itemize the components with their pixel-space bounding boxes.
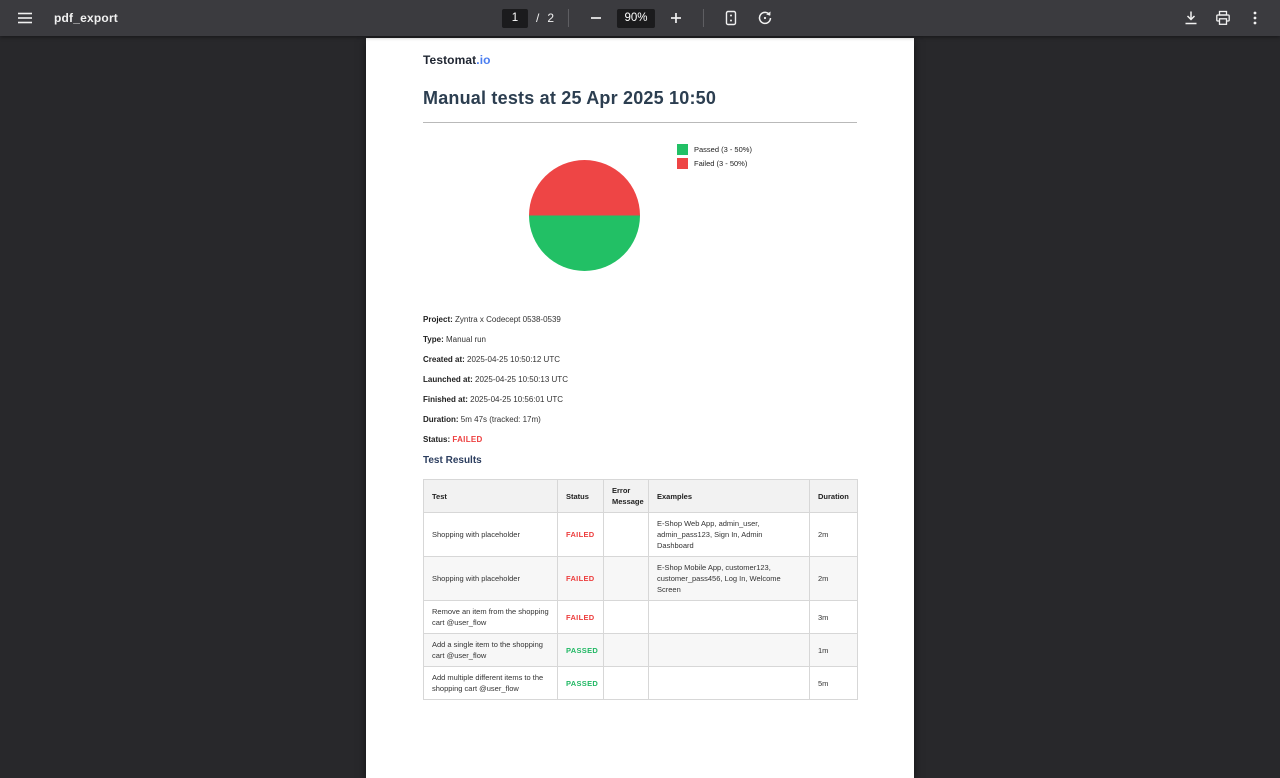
duration-cell: 2m [810, 557, 858, 601]
meta-created: Created at: 2025-04-25 10:50:12 UTC [423, 355, 857, 364]
table-header-row: Test Status Error Message Examples Durat… [424, 480, 858, 513]
col-header-test: Test [424, 480, 558, 513]
status-cell: FAILED [558, 513, 604, 557]
page-separator: / [536, 11, 539, 25]
more-options-icon[interactable] [1242, 5, 1268, 31]
testomat-logo: Testomat.io [423, 53, 857, 67]
meta-project: Project: Zyntra x Codecept 0538-0539 [423, 315, 857, 324]
pdf-viewer-area[interactable]: Testomat.io Manual tests at 25 Apr 2025 … [0, 36, 1280, 720]
legend-item-failed: Failed (3 - 50%) [677, 158, 752, 169]
print-icon[interactable] [1210, 5, 1236, 31]
results-chart-block: Passed (3 - 50%) Failed (3 - 50%) [423, 123, 857, 271]
examples-cell: E-Shop Mobile App, customer123, customer… [649, 557, 810, 601]
meta-finished: Finished at: 2025-04-25 10:56:01 UTC [423, 395, 857, 404]
toolbar-divider [568, 9, 569, 27]
page-total: 2 [547, 11, 554, 25]
examples-cell [649, 634, 810, 667]
pdf-page: Testomat.io Manual tests at 25 Apr 2025 … [366, 38, 914, 778]
legend-item-passed: Passed (3 - 50%) [677, 144, 752, 155]
duration-cell: 3m [810, 601, 858, 634]
error-cell [604, 557, 649, 601]
logo-text: Testomat [423, 53, 476, 67]
test-cell: Add multiple different items to the shop… [424, 667, 558, 700]
page-number-input[interactable] [502, 9, 528, 28]
col-header-error-message: Error Message [604, 480, 649, 513]
download-icon[interactable] [1178, 5, 1204, 31]
meta-launched: Launched at: 2025-04-25 10:50:13 UTC [423, 375, 857, 384]
zoom-in-icon[interactable] [663, 5, 689, 31]
pie-chart [529, 160, 640, 271]
duration-cell: 5m [810, 667, 858, 700]
col-header-examples: Examples [649, 480, 810, 513]
test-cell: Remove an item from the shopping cart @u… [424, 601, 558, 634]
error-cell [604, 513, 649, 557]
status-cell: FAILED [558, 601, 604, 634]
duration-cell: 1m [810, 634, 858, 667]
pdf-viewer-toolbar: pdf_export / 2 90% [0, 0, 1280, 36]
meta-type: Type: Manual run [423, 335, 857, 344]
meta-duration: Duration: 5m 47s (tracked: 17m) [423, 415, 857, 424]
table-row: Remove an item from the shopping cart @u… [424, 601, 858, 634]
status-cell: FAILED [558, 557, 604, 601]
status-cell: PASSED [558, 634, 604, 667]
zoom-out-icon[interactable] [583, 5, 609, 31]
test-cell: Shopping with placeholder [424, 513, 558, 557]
examples-cell [649, 667, 810, 700]
test-cell: Add a single item to the shopping cart @… [424, 634, 558, 667]
legend-label: Passed (3 - 50%) [694, 145, 752, 154]
status-cell: PASSED [558, 667, 604, 700]
error-cell [604, 601, 649, 634]
table-row: Shopping with placeholder FAILED E-Shop … [424, 557, 858, 601]
error-cell [604, 667, 649, 700]
error-cell [604, 634, 649, 667]
table-row: Add multiple different items to the shop… [424, 667, 858, 700]
examples-cell [649, 601, 810, 634]
examples-cell: E-Shop Web App, admin_user, admin_pass12… [649, 513, 810, 557]
failed-swatch [677, 158, 688, 169]
zoom-level-input[interactable]: 90% [617, 9, 655, 28]
chart-legend: Passed (3 - 50%) Failed (3 - 50%) [677, 144, 752, 172]
menu-icon[interactable] [12, 5, 38, 31]
logo-suffix: .io [476, 53, 490, 67]
passed-swatch [677, 144, 688, 155]
test-results-table: Test Status Error Message Examples Durat… [423, 479, 858, 700]
fit-to-page-icon[interactable] [718, 5, 744, 31]
table-row: Add a single item to the shopping cart @… [424, 634, 858, 667]
duration-cell: 2m [810, 513, 858, 557]
run-metadata: Project: Zyntra x Codecept 0538-0539 Typ… [423, 315, 857, 444]
table-row: Shopping with placeholder FAILED E-Shop … [424, 513, 858, 557]
test-cell: Shopping with placeholder [424, 557, 558, 601]
toolbar-divider [703, 9, 704, 27]
rotate-icon[interactable] [752, 5, 778, 31]
meta-status: Status: FAILED [423, 435, 857, 444]
section-title: Test Results [423, 455, 857, 466]
col-header-duration: Duration [810, 480, 858, 513]
col-header-status: Status [558, 480, 604, 513]
report-title: Manual tests at 25 Apr 2025 10:50 [423, 88, 857, 109]
document-title: pdf_export [54, 11, 118, 25]
legend-label: Failed (3 - 50%) [694, 159, 747, 168]
